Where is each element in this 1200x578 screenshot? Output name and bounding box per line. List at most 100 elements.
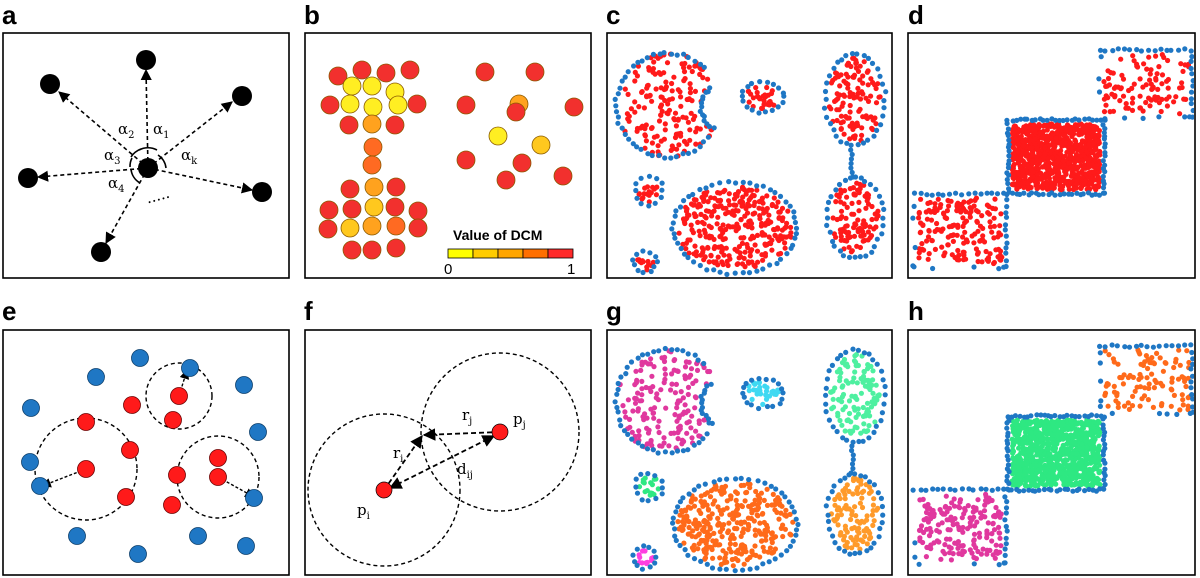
cluster-point bbox=[1178, 61, 1184, 67]
cluster-point bbox=[1072, 143, 1078, 149]
boundary-point bbox=[832, 540, 838, 546]
boundary-point bbox=[1190, 361, 1194, 367]
cluster-point bbox=[1101, 79, 1107, 85]
cluster-point bbox=[1146, 381, 1152, 387]
cluster-point bbox=[998, 232, 1004, 238]
cluster-point bbox=[632, 78, 638, 84]
cluster-point bbox=[650, 384, 656, 390]
cluster-point bbox=[760, 401, 766, 407]
cluster-point bbox=[970, 504, 977, 510]
boundary-point bbox=[772, 189, 778, 196]
cluster-point bbox=[981, 508, 988, 514]
cluster-point bbox=[987, 224, 994, 230]
boundary-point bbox=[1190, 356, 1194, 362]
boundary-point bbox=[972, 190, 978, 196]
cluster-point bbox=[1164, 103, 1170, 109]
boundary-point bbox=[1003, 510, 1009, 516]
boundary-point bbox=[1175, 343, 1182, 349]
cluster-point bbox=[947, 536, 953, 542]
boundary-point bbox=[1188, 65, 1194, 72]
cluster-point bbox=[852, 475, 858, 482]
cluster-point bbox=[977, 510, 984, 516]
boundary-point bbox=[849, 443, 855, 449]
boundary-point bbox=[911, 190, 918, 196]
cluster-point bbox=[685, 504, 692, 510]
boundary-point bbox=[844, 140, 850, 146]
cluster-point bbox=[718, 233, 724, 239]
cluster-point bbox=[830, 396, 836, 402]
cluster-point bbox=[1158, 380, 1164, 386]
boundary-point bbox=[768, 483, 774, 489]
boundary-point bbox=[850, 465, 856, 472]
cluster-point bbox=[1079, 466, 1085, 472]
boundary-point bbox=[1006, 189, 1012, 195]
boundary-point bbox=[1101, 433, 1107, 439]
boundary-point bbox=[685, 254, 691, 261]
cluster-point bbox=[848, 430, 854, 436]
cluster-point bbox=[1062, 471, 1068, 477]
boundary-point bbox=[658, 194, 664, 200]
boundary-point bbox=[670, 515, 676, 521]
angle-label-4: α4 bbox=[108, 174, 125, 195]
cluster-point bbox=[706, 208, 712, 214]
cluster-point bbox=[744, 557, 751, 563]
cluster-point bbox=[920, 496, 926, 502]
cluster-point bbox=[861, 59, 867, 65]
cluster-point bbox=[762, 222, 768, 228]
cluster-point bbox=[954, 232, 960, 238]
boundary-point bbox=[1003, 233, 1009, 239]
cluster-point bbox=[860, 73, 866, 79]
cluster-point bbox=[956, 551, 962, 557]
boundary-point bbox=[739, 88, 746, 94]
cluster-point bbox=[1070, 481, 1076, 487]
cluster-point bbox=[1119, 375, 1125, 381]
cluster-point bbox=[956, 252, 962, 258]
boundary-point bbox=[870, 357, 876, 363]
cluster-point bbox=[1079, 457, 1085, 463]
boundary-point bbox=[669, 51, 675, 57]
cluster-point bbox=[937, 204, 943, 210]
cluster-point bbox=[838, 187, 844, 193]
cluster-point bbox=[835, 522, 841, 528]
boundary-point bbox=[910, 487, 916, 493]
cluster-point bbox=[860, 91, 866, 97]
boundary-point bbox=[749, 107, 755, 113]
boundary-point bbox=[1156, 114, 1162, 120]
boundary-point bbox=[740, 98, 746, 104]
cluster-point bbox=[705, 199, 711, 205]
cluster-point bbox=[674, 146, 680, 152]
boundary-point bbox=[838, 352, 844, 358]
cluster-point bbox=[749, 187, 755, 193]
cluster-point bbox=[686, 96, 692, 102]
cluster-point bbox=[698, 537, 704, 543]
boundary-point bbox=[861, 350, 868, 356]
boundary-point bbox=[651, 264, 657, 270]
boundary-point bbox=[826, 368, 832, 374]
cluster-point bbox=[940, 548, 946, 554]
boundary-point bbox=[959, 486, 966, 492]
cluster-point bbox=[681, 521, 687, 527]
cluster-point bbox=[862, 193, 868, 199]
boundary-point bbox=[1006, 480, 1012, 486]
boundary-point bbox=[848, 165, 854, 171]
boundary-point bbox=[880, 215, 886, 221]
cluster-point bbox=[785, 208, 791, 214]
cluster-point bbox=[753, 85, 759, 91]
boundary-point bbox=[670, 220, 676, 226]
boundary-point bbox=[782, 494, 788, 500]
boundary-point bbox=[740, 390, 746, 396]
cluster-point bbox=[743, 490, 749, 496]
cluster-point bbox=[682, 364, 689, 370]
boundary-point bbox=[1048, 487, 1054, 493]
cluster-point bbox=[924, 526, 930, 532]
cluster-point bbox=[687, 81, 693, 87]
cluster-point bbox=[862, 528, 868, 534]
dcm-point bbox=[388, 95, 408, 115]
boundary-point bbox=[978, 191, 984, 197]
cluster-point bbox=[954, 208, 960, 214]
cluster-point bbox=[1045, 440, 1051, 446]
cluster-point bbox=[867, 224, 873, 230]
cluster-point bbox=[648, 439, 654, 445]
cluster-point bbox=[1180, 402, 1186, 408]
cluster-point bbox=[948, 557, 955, 563]
